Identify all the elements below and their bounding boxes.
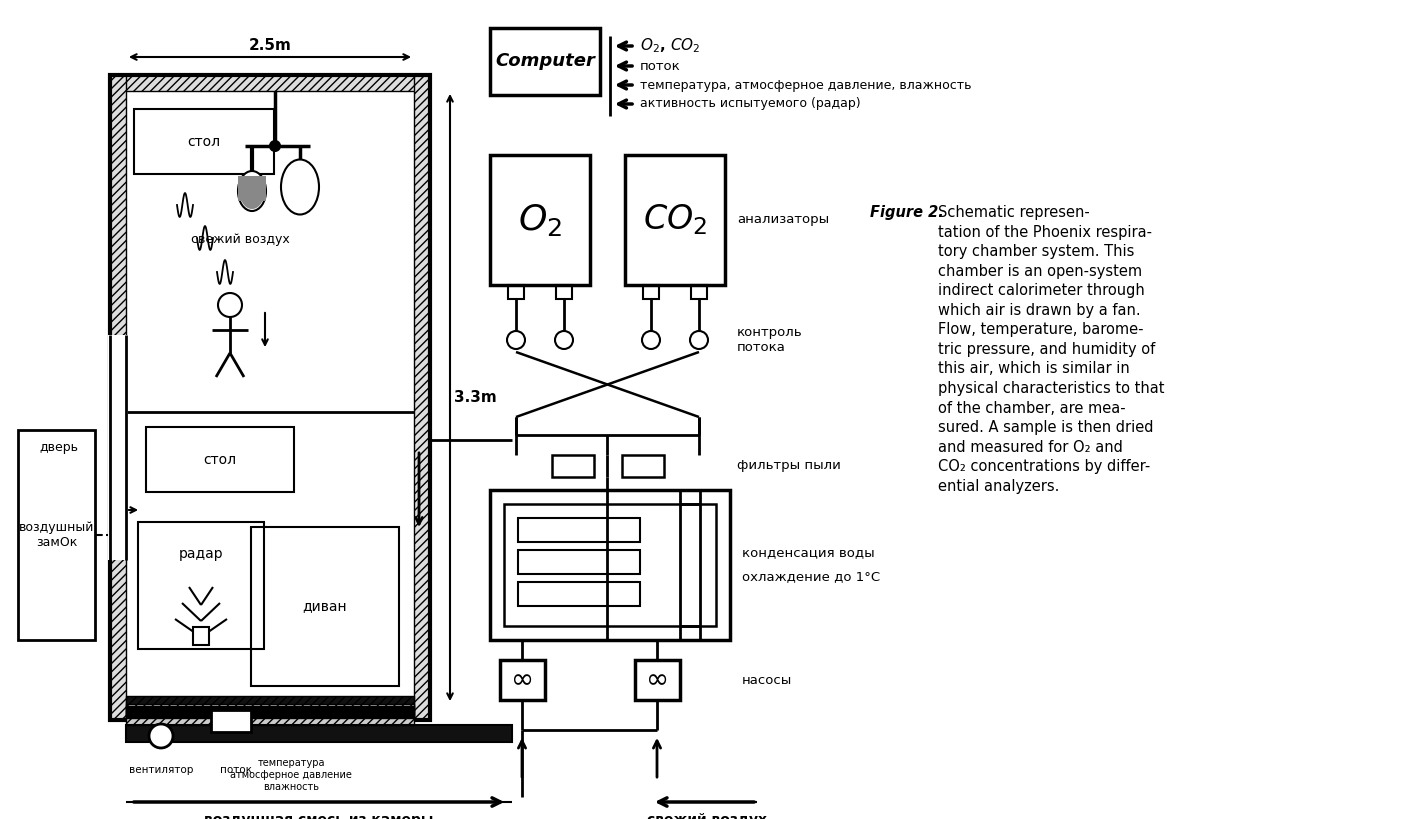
Text: воздушная смесь из камеры: воздушная смесь из камеры — [204, 813, 433, 819]
Ellipse shape — [280, 160, 319, 215]
Bar — [126, 706, 413, 718]
Bar — [126, 696, 413, 721]
Text: свежий воздух: свежий воздух — [191, 233, 289, 246]
Text: конденсация воды: конденсация воды — [742, 546, 875, 559]
Bar — [624, 155, 725, 285]
Bar — [126, 704, 413, 725]
Text: Figure 2.: Figure 2. — [869, 205, 943, 220]
Bar — [504, 504, 716, 626]
Text: дверь: дверь — [40, 441, 78, 454]
Text: $O_2$: $O_2$ — [518, 202, 562, 238]
Bar — [108, 335, 127, 560]
Text: температура
атмосферное давление
влажность: температура атмосферное давление влажнос… — [229, 758, 353, 792]
Text: ∞: ∞ — [511, 666, 534, 694]
Text: Computer: Computer — [496, 52, 595, 70]
Text: температура, атмосферное давление, влажность: температура, атмосферное давление, влажн… — [640, 79, 971, 92]
Text: Schematic represen-
tation of the Phoenix respira-
tory chamber system. This
cha: Schematic represen- tation of the Phoeni… — [937, 205, 1164, 494]
Circle shape — [218, 293, 242, 317]
Text: фильтры пыли: фильтры пыли — [736, 459, 841, 473]
Bar — [135, 109, 275, 174]
Text: анализаторы: анализаторы — [736, 214, 830, 227]
Text: вентилятор: вентилятор — [129, 765, 193, 775]
Text: активность испытуемого (радар): активность испытуемого (радар) — [640, 97, 861, 111]
Text: радар: радар — [178, 547, 224, 561]
Bar — [126, 725, 513, 742]
Bar — [18, 430, 95, 640]
Bar — [643, 285, 658, 299]
Bar — [552, 455, 593, 477]
Bar — [110, 75, 126, 720]
Ellipse shape — [238, 171, 266, 211]
Text: $CO_2$: $CO_2$ — [643, 202, 707, 238]
Bar — [110, 75, 430, 720]
Bar — [238, 176, 266, 201]
Circle shape — [690, 331, 708, 349]
Text: ∞: ∞ — [646, 666, 670, 694]
Bar — [193, 627, 210, 645]
Bar — [500, 660, 545, 700]
Bar — [110, 704, 430, 720]
Text: стол: стол — [204, 453, 236, 467]
Bar — [251, 527, 399, 686]
Ellipse shape — [239, 177, 263, 209]
Circle shape — [149, 724, 173, 748]
Bar — [126, 725, 513, 742]
Bar — [634, 660, 680, 700]
Text: контроль
потока: контроль потока — [736, 326, 803, 354]
Text: 2.5m: 2.5m — [249, 38, 292, 52]
Bar — [622, 455, 664, 477]
Bar — [110, 75, 430, 91]
Text: охлаждение до 1°C: охлаждение до 1°C — [742, 571, 881, 583]
Bar — [691, 285, 707, 299]
Bar — [556, 285, 572, 299]
Text: насосы: насосы — [742, 673, 792, 686]
Circle shape — [270, 141, 280, 151]
Text: стол: стол — [187, 134, 221, 148]
Text: $O_2$, $CO_2$: $O_2$, $CO_2$ — [640, 37, 701, 56]
Bar — [518, 550, 640, 574]
Text: 3.3m: 3.3m — [453, 390, 497, 405]
Circle shape — [641, 331, 660, 349]
Bar — [490, 28, 600, 95]
Text: диван: диван — [303, 600, 347, 613]
Circle shape — [507, 331, 525, 349]
Bar — [490, 490, 731, 640]
Bar — [518, 518, 640, 542]
Bar — [413, 75, 430, 720]
Bar — [146, 427, 295, 492]
Circle shape — [555, 331, 573, 349]
Bar — [490, 155, 590, 285]
Text: свежий воздух: свежий воздух — [647, 813, 767, 819]
Bar — [518, 582, 640, 606]
Bar — [126, 91, 413, 704]
Bar — [211, 710, 251, 732]
Bar — [137, 522, 263, 649]
Bar — [110, 75, 430, 720]
Text: поток: поток — [640, 60, 681, 73]
Bar — [508, 285, 524, 299]
Text: поток: поток — [219, 765, 252, 775]
Text: воздушный
замОк: воздушный замОк — [18, 521, 95, 549]
